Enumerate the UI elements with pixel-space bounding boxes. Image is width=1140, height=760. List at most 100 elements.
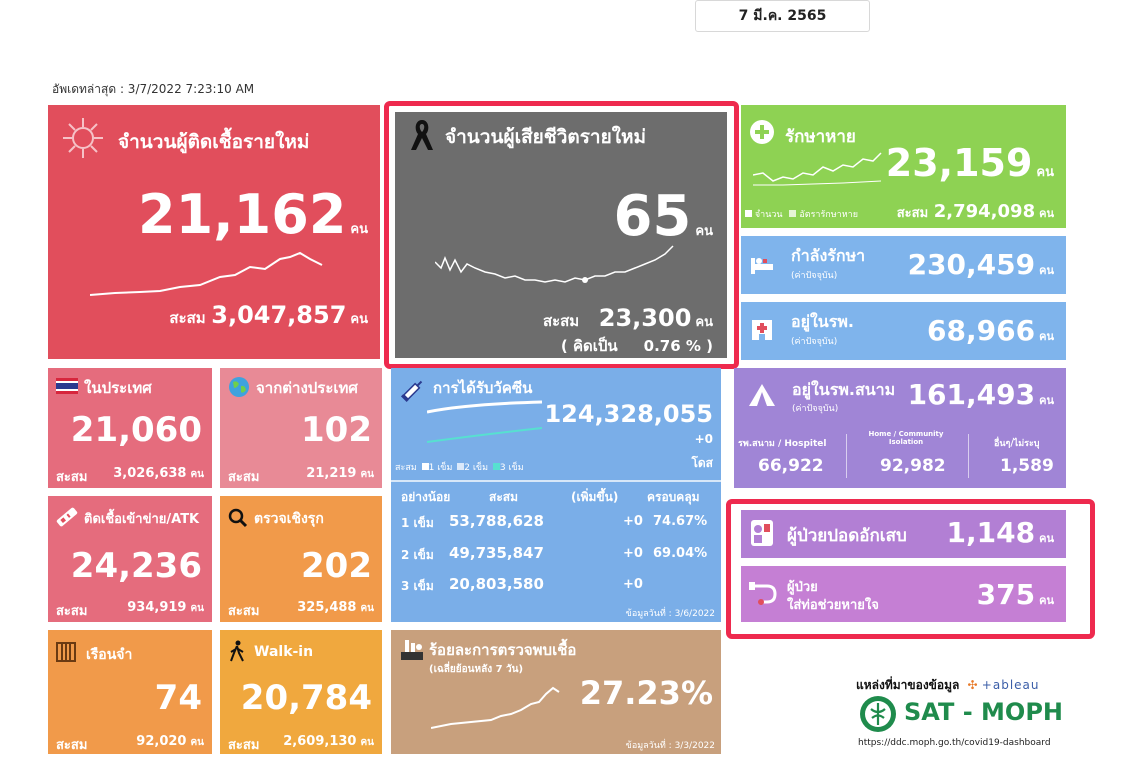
hospital-title: อยู่ในรพ. bbox=[791, 312, 854, 331]
vaccine-header-cum: สะสม bbox=[489, 490, 519, 504]
vaccine-row-cum: 53,788,628 bbox=[449, 512, 544, 530]
vaccine-header-atleast: อย่างน้อย bbox=[401, 490, 451, 504]
positivity-tile[interactable]: ร้อยละการตรวจพบเชื้อ (เฉลี่ยย้อนหลัง 7 ว… bbox=[391, 630, 721, 754]
domestic-value: 21,060 bbox=[70, 410, 202, 450]
last-updated: อัพเดทล่าสุด : 3/7/2022 7:23:10 AM bbox=[52, 82, 255, 96]
abroad-cum-row: 21,219 คน bbox=[306, 466, 374, 481]
vaccine-tile[interactable]: การได้รับวัคซีน 124,328,055 +0 โดส สะสม … bbox=[391, 368, 721, 622]
hospital-value-row: 68,966 คน bbox=[927, 314, 1054, 347]
walkin-cum-label: สะสม bbox=[228, 738, 260, 753]
tableau-label: +ableau bbox=[981, 678, 1040, 692]
vaccine-row-cum: 20,803,580 bbox=[449, 575, 544, 593]
prison-cum-value: 92,020 bbox=[136, 734, 187, 749]
vaccine-row-cum: 49,735,847 bbox=[449, 544, 544, 562]
positivity-trend-line bbox=[431, 686, 560, 729]
moph-logo-icon bbox=[858, 694, 898, 734]
atk-title: ติดเชื้อเข้าข่าย/ATK bbox=[84, 512, 200, 527]
recovered-legend: จำนวน อัตรารักษาหาย bbox=[745, 207, 858, 221]
ventilator-value: 375 bbox=[976, 578, 1036, 611]
positivity-sub: (เฉลี่ยย้อนหลัง 7 วัน) bbox=[429, 664, 524, 675]
hospital-sub: (ค่าปัจจุบัน) bbox=[791, 337, 838, 347]
unit-label: คน bbox=[350, 222, 368, 237]
new-cases-cum-label: สะสม bbox=[169, 309, 206, 327]
treating-value-row: 230,459 คน bbox=[907, 248, 1054, 281]
vaccine-row-cov: 74.67% bbox=[653, 514, 708, 529]
new-cases-cum-row: สะสม 3,047,857 คน bbox=[169, 301, 368, 329]
new-cases-cum-value: 3,047,857 bbox=[211, 301, 347, 329]
recovered-trend-line bbox=[753, 152, 882, 186]
proactive-value: 202 bbox=[301, 546, 372, 586]
prison-icon bbox=[56, 642, 76, 662]
proactive-cum-label: สะสม bbox=[228, 604, 260, 619]
atk-cum-value: 934,919 bbox=[127, 600, 187, 615]
new-cases-tile[interactable]: จำนวนผู้ติดเชื้อรายใหม่ 21,162 คน สะสม 3,… bbox=[48, 105, 380, 359]
recovered-tile[interactable]: รักษาหาย 23,159 คน จำนวน อัตรารักษาหาย สะ… bbox=[741, 105, 1066, 228]
domestic-cum-value: 3,026,638 bbox=[113, 466, 187, 481]
legend-dose2-swatch bbox=[457, 463, 465, 470]
walkin-title: Walk-in bbox=[254, 644, 314, 660]
field-col1-value: 66,922 bbox=[758, 456, 824, 476]
walkin-tile[interactable]: Walk-in 20,784 สะสม 2,609,130 คน bbox=[220, 630, 382, 754]
hospital-icon bbox=[749, 316, 775, 342]
new-deaths-title: จำนวนผู้เสียชีวิตรายใหม่ bbox=[445, 126, 647, 148]
recovered-title: รักษาหาย bbox=[785, 127, 856, 147]
vaccine-unit: โดส bbox=[691, 456, 713, 470]
pneumonia-value: 1,148 bbox=[946, 516, 1036, 549]
vaccine-plus: +0 bbox=[694, 432, 713, 446]
domestic-cum-row: 3,026,638 คน bbox=[113, 466, 204, 481]
date-selector[interactable]: 7 มี.ค. 2565 bbox=[695, 0, 870, 32]
org-name: SAT - MOPH bbox=[904, 698, 1063, 726]
new-cases-value: 21,162 bbox=[138, 183, 347, 246]
field-divider-1 bbox=[846, 434, 847, 478]
new-deaths-tile[interactable]: จำนวนผู้เสียชีวิตรายใหม่ 65 คน สะสม 23,30… bbox=[395, 112, 727, 358]
recovered-value-row: 23,159 คน bbox=[885, 141, 1054, 185]
hospital-tile[interactable]: อยู่ในรพ. (ค่าปัจจุบัน) 68,966 คน bbox=[741, 302, 1066, 360]
vaccine-row-dose: 1 เข็ม bbox=[401, 516, 434, 530]
ventilator-tile[interactable]: ผู้ป่วย ใส่ท่อช่วยหายใจ 375 คน bbox=[741, 566, 1066, 622]
field-hospital-value-row: 161,493 คน bbox=[907, 378, 1054, 411]
prison-cum-label: สะสม bbox=[56, 738, 88, 753]
vaccine-total: 124,328,055 bbox=[544, 400, 713, 428]
field-col3-label: อื่นๆ/ไม่ระบุ bbox=[994, 439, 1040, 449]
ventilator-title-1: ผู้ป่วย bbox=[787, 580, 818, 595]
search-icon bbox=[228, 508, 248, 528]
ribbon-icon bbox=[409, 118, 435, 152]
treating-title: กำลังรักษา bbox=[791, 246, 866, 265]
syringe-icon bbox=[399, 376, 427, 404]
new-deaths-trend-line bbox=[435, 245, 674, 283]
prison-tile[interactable]: เรือนจำ 74 สะสม 92,020 คน bbox=[48, 630, 212, 754]
patient-icon bbox=[749, 518, 775, 548]
ventilator-icon bbox=[747, 578, 779, 608]
vaccine-trend-lines bbox=[427, 400, 543, 443]
legend-count-label: จำนวน bbox=[754, 210, 783, 220]
vaccine-row-inc: +0 bbox=[623, 514, 643, 529]
pneumonia-tile[interactable]: ผู้ป่วยปอดอักเสบ 1,148 คน bbox=[741, 510, 1066, 558]
positivity-title: ร้อยละการตรวจพบเชื้อ bbox=[429, 641, 577, 659]
treating-sub: (ค่าปัจจุบัน) bbox=[791, 271, 838, 281]
abroad-tile[interactable]: จากต่างประเทศ 102 สะสม 21,219 คน bbox=[220, 368, 382, 488]
source-url[interactable]: https://ddc.moph.go.th/covid19-dashboard bbox=[858, 738, 1051, 748]
new-cases-value-row: 21,162 คน bbox=[138, 183, 368, 246]
tableau-logo-icon: ✣ bbox=[967, 678, 978, 692]
new-deaths-pct-row: ( คิดเป็น 0.76 % ) bbox=[561, 334, 713, 358]
vaccine-legend: สะสม 1 เข็ม 2 เข็ม 3 เข็ม bbox=[395, 463, 524, 473]
field-hospital-tile[interactable]: อยู่ในรพ.สนาม (ค่าปัจจุบัน) 161,493 คน รพ… bbox=[734, 368, 1066, 488]
ventilator-value-row: 375 คน bbox=[976, 578, 1054, 611]
walkin-cum-row: 2,609,130 คน bbox=[283, 734, 374, 749]
pneumonia-value-row: 1,148 คน bbox=[946, 516, 1054, 549]
source-label-row: แหล่งที่มาของข้อมูล ✣ +ableau bbox=[856, 676, 1040, 695]
legend-count-swatch bbox=[745, 210, 752, 217]
domestic-title: ในประเทศ bbox=[84, 379, 152, 397]
atk-test-icon bbox=[54, 504, 80, 530]
vaccine-row-inc: +0 bbox=[623, 546, 643, 561]
prison-title: เรือนจำ bbox=[86, 647, 133, 663]
field-divider-2 bbox=[968, 434, 969, 478]
plus-circle-icon bbox=[749, 119, 775, 145]
proactive-tile[interactable]: ตรวจเชิงรุก 202 สะสม 325,488 คน bbox=[220, 496, 382, 622]
domestic-tile[interactable]: ในประเทศ 21,060 สะสม 3,026,638 คน bbox=[48, 368, 212, 488]
atk-tile[interactable]: ติดเชื้อเข้าข่าย/ATK 24,236 สะสม 934,919… bbox=[48, 496, 212, 622]
treating-tile[interactable]: กำลังรักษา (ค่าปัจจุบัน) 230,459 คน bbox=[741, 236, 1066, 294]
tent-icon bbox=[748, 382, 776, 408]
vaccine-row-dose: 3 เข็ม bbox=[401, 579, 434, 593]
highlight-frame-deaths bbox=[384, 101, 739, 369]
